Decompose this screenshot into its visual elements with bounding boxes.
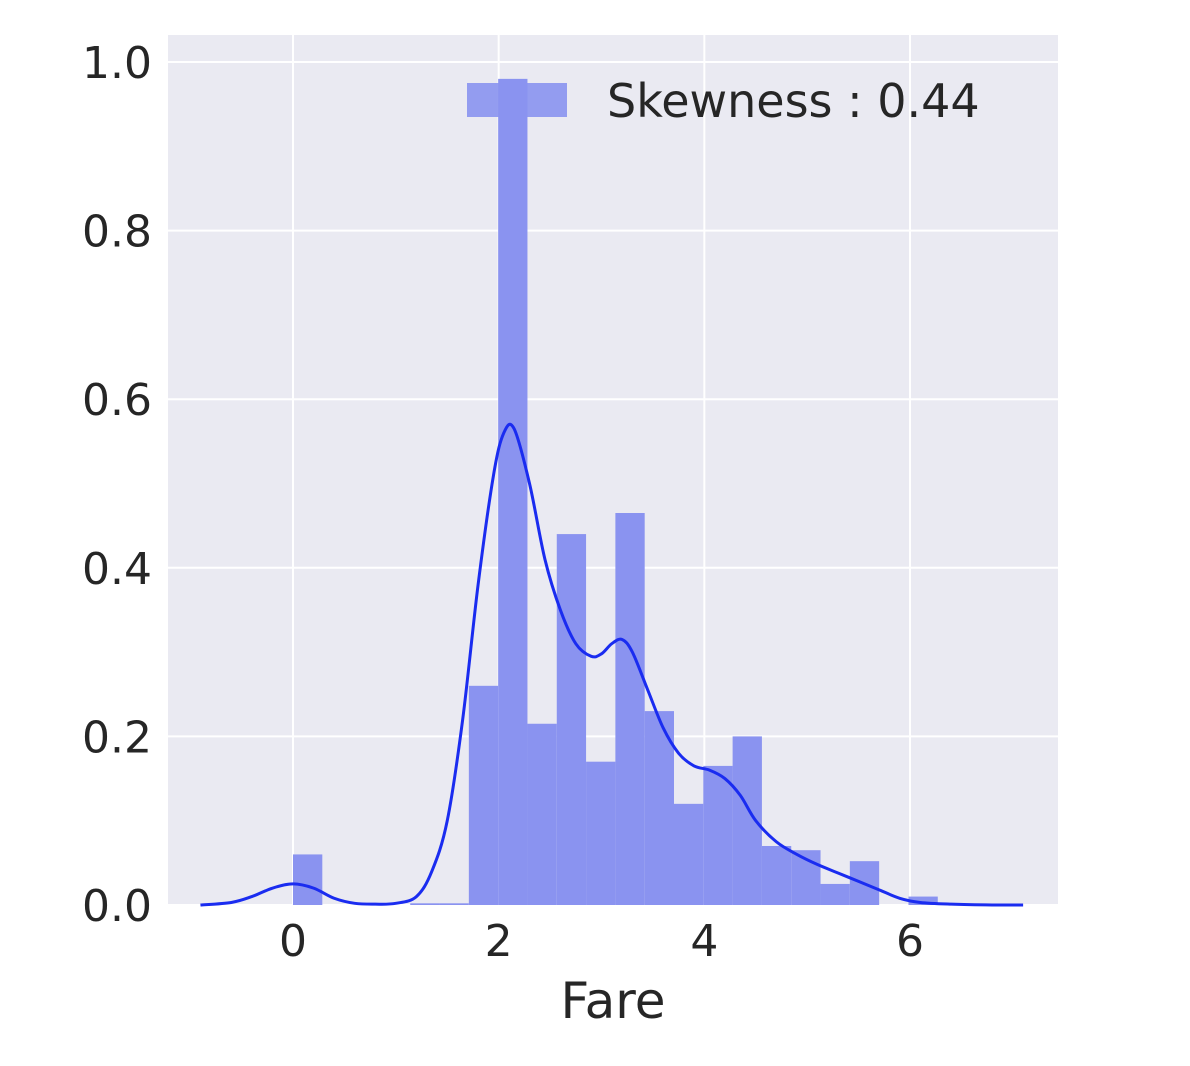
histogram-bar: [761, 845, 792, 905]
histogram-bar: [527, 723, 557, 905]
histogram-bar: [673, 803, 704, 905]
x-tick-labels: 0 2 4 6: [279, 916, 924, 967]
x-tick-label: 6: [896, 916, 924, 967]
y-tick-label: 0.0: [82, 881, 152, 932]
legend-swatch: [467, 83, 567, 117]
histogram-bar: [703, 765, 733, 905]
kde-curve: [200, 422, 1024, 907]
histogram-bar: [908, 896, 938, 905]
y-tick-label: 1.0: [82, 38, 152, 89]
histogram-bar: [439, 903, 469, 905]
legend: Skewness : 0.44: [467, 74, 980, 128]
x-tick-label: 0: [279, 916, 307, 967]
histogram-bar: [293, 854, 323, 905]
y-tick-label: 0.8: [82, 207, 152, 258]
y-gridlines: [168, 61, 1058, 906]
histogram-bar: [644, 711, 674, 905]
histogram-bar: [586, 761, 616, 905]
histogram-bar: [498, 78, 528, 906]
y-tick-label: 0.2: [82, 712, 152, 763]
x-tick-label: 2: [485, 916, 513, 967]
histogram-bar: [556, 534, 587, 905]
histogram-bar: [615, 513, 645, 905]
histogram-bar: [468, 685, 499, 905]
x-tick-label: 4: [690, 916, 718, 967]
legend-label: Skewness : 0.44: [607, 74, 980, 128]
histogram-bar: [410, 903, 440, 905]
y-tick-labels: 0.0 0.2 0.4 0.6 0.8 1.0: [82, 38, 152, 932]
y-tick-label: 0.6: [82, 375, 152, 426]
x-axis-label: Fare: [560, 972, 665, 1030]
y-tick-label: 0.4: [82, 544, 152, 595]
histogram-bars: [293, 78, 938, 906]
histogram-bar: [820, 883, 850, 905]
